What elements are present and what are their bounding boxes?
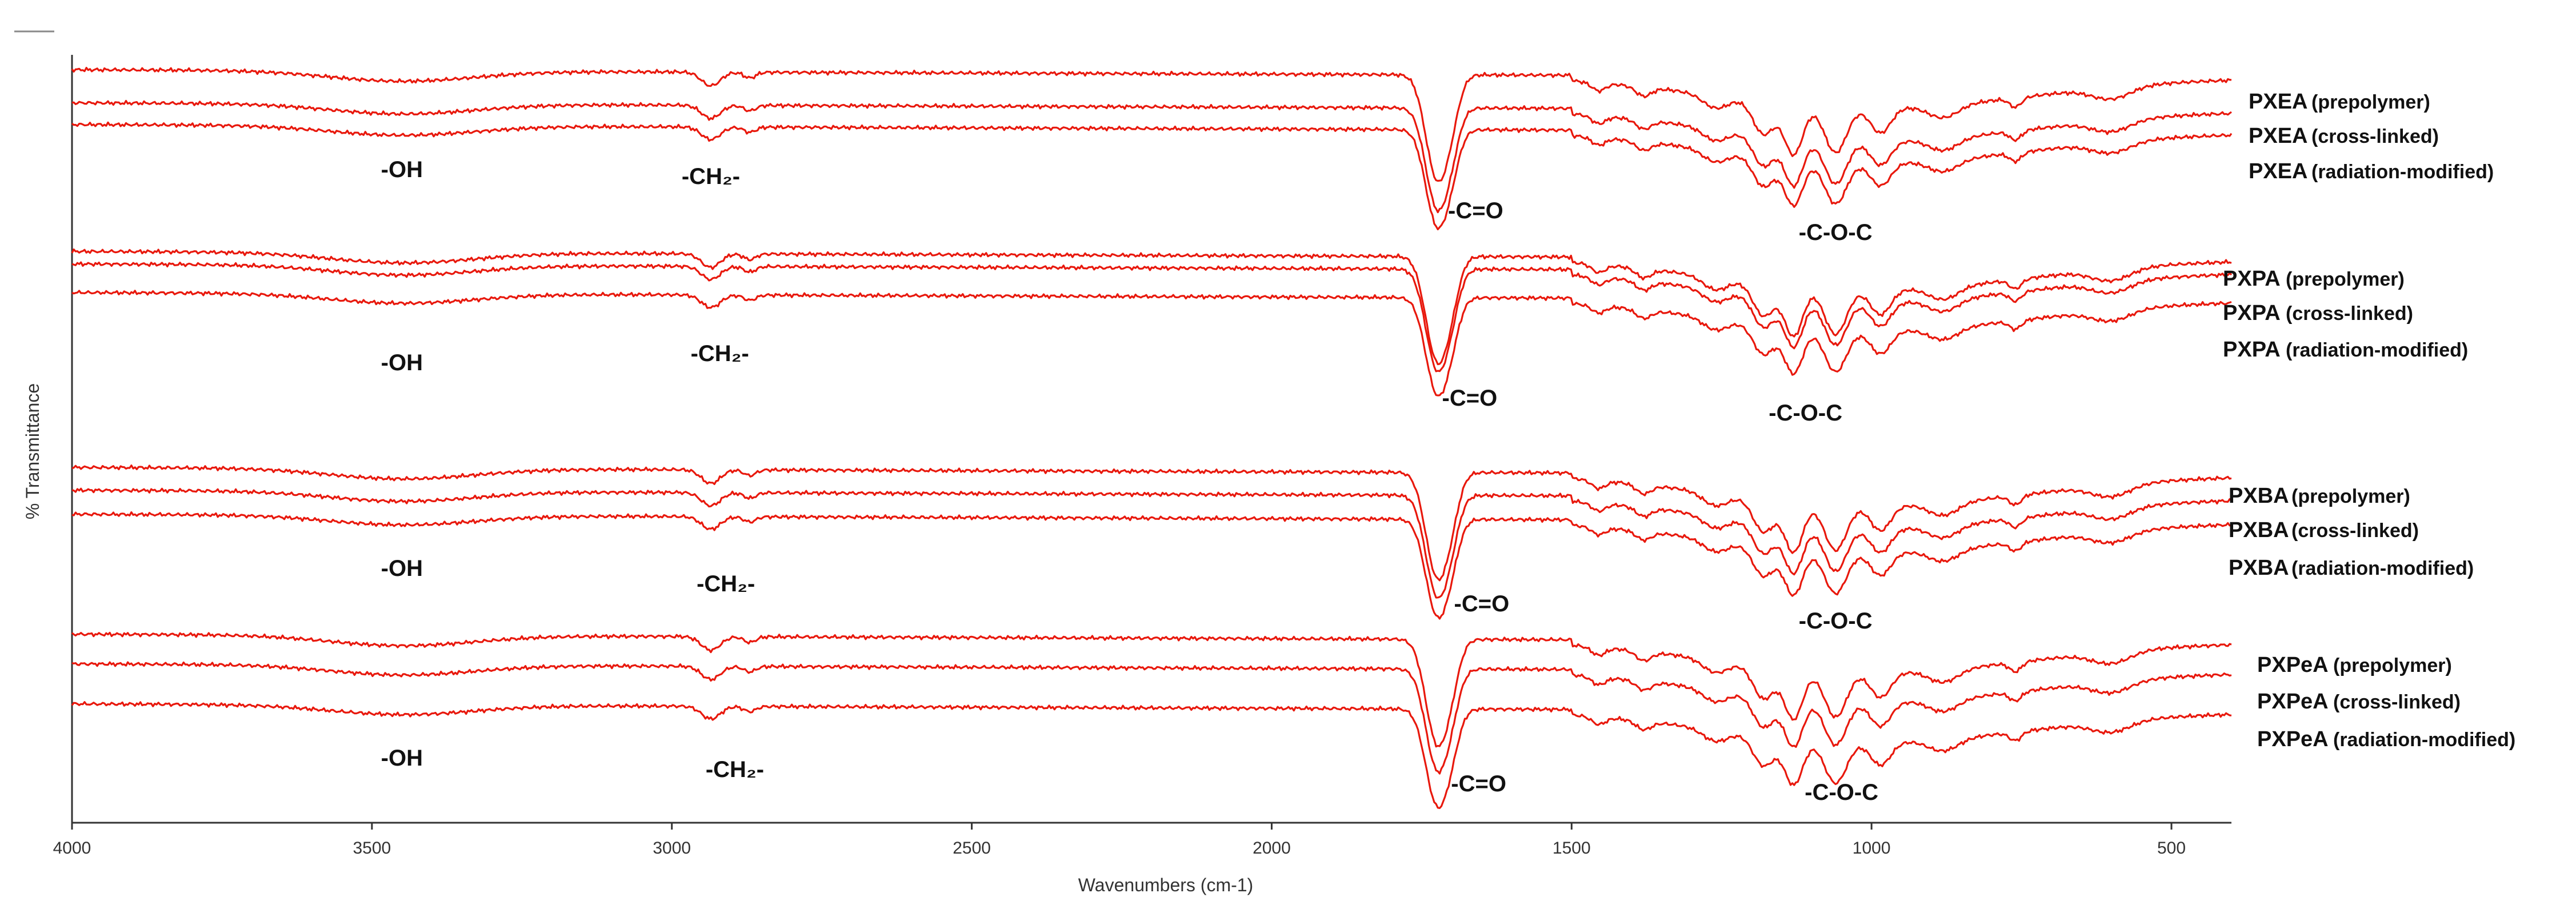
spectrum-line-pxba-1 xyxy=(71,487,2233,599)
legend-state: (cross-linked) xyxy=(2333,691,2461,713)
legend-state: (cross-linked) xyxy=(2311,126,2439,147)
band-label: -C=O xyxy=(1454,591,1510,616)
legend-label: PXPA xyxy=(2223,301,2281,325)
spectrum-line-pxpea-1 xyxy=(71,661,2232,775)
x-axis-ticks: 4000 3500 3000 2500 2000 1500 1000 500 xyxy=(53,823,2186,858)
band-label: -OH xyxy=(381,556,423,581)
band-label: -C=O xyxy=(1448,198,1503,223)
legend-state: (radiation-modified) xyxy=(2311,161,2494,183)
legend-label: PXPA xyxy=(2223,338,2281,362)
band-label: -C=O xyxy=(1442,386,1498,411)
band-annotations: -OH -CH₂- -C=O -C-O-C -OH -CH₂- -C=O -C-O-C -OH -… xyxy=(381,157,1878,805)
legend-state: (prepolymer) xyxy=(2291,486,2410,507)
legend-state: (prepolymer) xyxy=(2286,269,2405,290)
legend: PXEA (prepolymer)PXEA (cross-linked)PXEA (r… xyxy=(2223,90,2515,751)
spectrum-line-pxpa-0 xyxy=(71,248,2232,366)
x-tick-label: 2500 xyxy=(953,839,991,858)
x-tick-label: 4000 xyxy=(53,839,91,858)
legend-label: PXPA xyxy=(2223,267,2281,291)
band-label: -CH₂- xyxy=(691,341,749,366)
y-axis-title: % Transmittance xyxy=(22,383,43,519)
legend-label: PXPeA xyxy=(2257,690,2329,714)
legend-label: PXBA xyxy=(2229,556,2289,580)
band-label: -C-O-C xyxy=(1805,780,1878,805)
x-tick-label: 1000 xyxy=(1853,839,1891,858)
legend-state: (prepolymer) xyxy=(2333,655,2452,676)
legend-state: (radiation-modified) xyxy=(2291,558,2474,579)
spectrum-line-pxpa-1 xyxy=(71,261,2233,373)
x-tick-label: 3000 xyxy=(653,839,691,858)
legend-label: PXPeA xyxy=(2257,653,2329,677)
x-tick-label: 500 xyxy=(2157,839,2186,858)
band-label: -C-O-C xyxy=(1799,220,1873,245)
band-label: -C=O xyxy=(1451,771,1506,796)
legend-label: PXBA xyxy=(2229,518,2289,542)
band-label: -OH xyxy=(381,746,423,771)
legend-state: (radiation-modified) xyxy=(2333,729,2515,751)
legend-label: PXEA xyxy=(2249,159,2307,183)
legend-label: PXEA xyxy=(2249,124,2307,148)
band-label: -C-O-C xyxy=(1769,401,1842,426)
spectrum-line-pxea-1 xyxy=(71,99,2232,214)
spectrum-line-pxea-0 xyxy=(71,67,2232,182)
legend-label: PXEA xyxy=(2249,90,2307,114)
spectrum-line-pxpea-0 xyxy=(71,631,2232,748)
spectrum-line-pxpa-2 xyxy=(71,290,2232,397)
band-label: -CH₂- xyxy=(697,571,755,596)
x-axis-title: Wavenumbers (cm-1) xyxy=(1078,875,1253,895)
spectrum-line-pxba-0 xyxy=(71,464,2232,582)
legend-state: (cross-linked) xyxy=(2286,303,2413,325)
legend-label: PXBA xyxy=(2229,484,2289,508)
spectrum-line-pxpea-2 xyxy=(71,701,2232,809)
band-label: -C-O-C xyxy=(1799,608,1873,634)
band-label: -CH₂- xyxy=(682,164,740,189)
band-label: -OH xyxy=(381,350,423,375)
band-label: -OH xyxy=(381,157,423,182)
spectrum-line-pxba-2 xyxy=(71,511,2232,620)
legend-label: PXPeA xyxy=(2257,727,2329,751)
legend-state: (radiation-modified) xyxy=(2286,339,2468,361)
x-tick-label: 2000 xyxy=(1253,839,1291,858)
legend-state: (cross-linked) xyxy=(2291,520,2419,542)
legend-state: (prepolymer) xyxy=(2311,91,2430,113)
x-tick-label: 1500 xyxy=(1553,839,1591,858)
band-label: -CH₂- xyxy=(706,757,764,782)
spectra xyxy=(71,67,2233,809)
x-tick-label: 3500 xyxy=(353,839,391,858)
spectrum-line-pxea-2 xyxy=(71,121,2233,231)
